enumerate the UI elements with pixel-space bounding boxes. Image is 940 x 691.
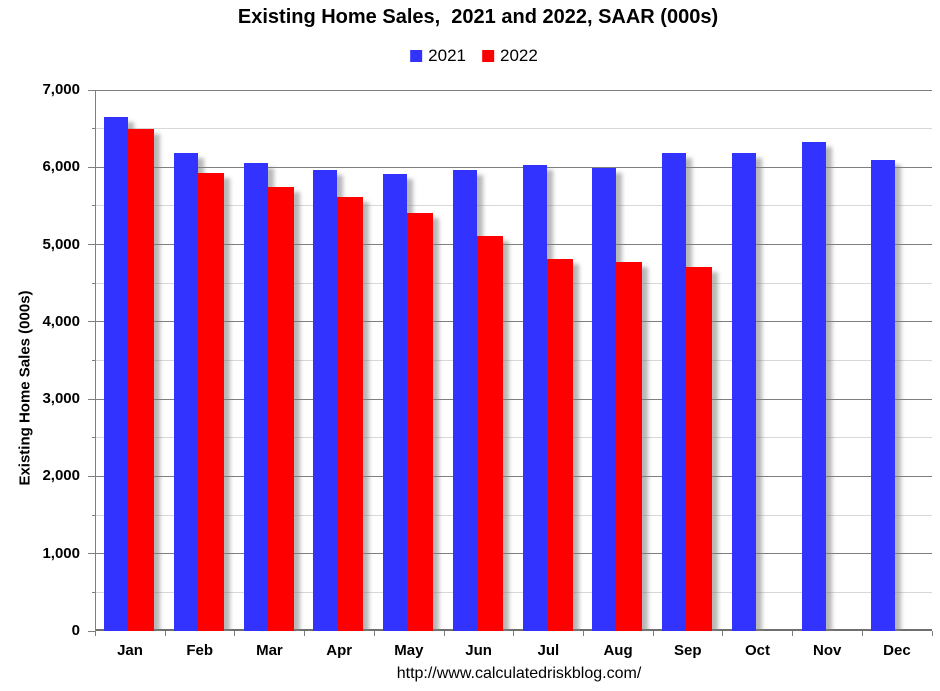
major-gridline bbox=[96, 90, 932, 91]
bar-2022-feb bbox=[198, 172, 225, 631]
bar-2022-jan bbox=[128, 129, 155, 631]
minor-gridline bbox=[96, 128, 932, 130]
major-gridline bbox=[96, 244, 932, 246]
x-axis-month-label: Jul bbox=[537, 642, 560, 659]
y-axis-minor-tick bbox=[92, 437, 96, 439]
major-gridline bbox=[96, 553, 932, 555]
minor-gridline bbox=[96, 282, 932, 284]
y-axis-minor-tick bbox=[92, 128, 96, 130]
minor-gridline bbox=[96, 591, 932, 593]
minor-gridline bbox=[96, 514, 932, 516]
y-axis-tick-label: 1,000 bbox=[42, 544, 80, 562]
x-axis-month-label: Oct bbox=[744, 642, 770, 659]
bar-2022-may bbox=[407, 212, 434, 631]
y-axis-major-tick bbox=[88, 398, 96, 400]
x-axis-tick bbox=[304, 631, 306, 636]
minor-gridline bbox=[96, 205, 932, 207]
y-axis-tick-label: 3,000 bbox=[42, 390, 80, 408]
x-axis-month-label: Sep bbox=[674, 642, 702, 659]
x-axis-month-label: Dec bbox=[883, 642, 911, 659]
bar-2021-jan bbox=[104, 117, 129, 631]
bar-2021-dec bbox=[871, 160, 896, 631]
x-axis-tick bbox=[722, 631, 724, 636]
legend-swatch-2021-icon bbox=[410, 50, 423, 62]
y-axis-major-tick bbox=[88, 630, 96, 632]
y-axis-major-tick bbox=[88, 475, 96, 477]
x-axis-month-label: Aug bbox=[603, 642, 633, 659]
x-axis-tick bbox=[164, 631, 166, 636]
y-axis-major-tick bbox=[88, 89, 96, 91]
bar-2022-jun bbox=[476, 236, 503, 631]
y-axis-major-tick bbox=[88, 166, 96, 168]
minor-gridline bbox=[96, 437, 932, 439]
y-axis-tick-label: 7,000 bbox=[42, 81, 80, 98]
y-axis-line bbox=[95, 90, 96, 636]
legend-label-2022: 2022 bbox=[500, 46, 538, 65]
x-axis-tick bbox=[792, 631, 794, 636]
x-axis-month-label: Nov bbox=[813, 642, 842, 659]
bar-2022-sep bbox=[686, 266, 713, 631]
bar-2021-jun bbox=[452, 170, 477, 631]
y-axis-tick-label: 0 bbox=[71, 622, 80, 639]
legend-item-2021: 2021 bbox=[410, 47, 466, 65]
x-axis-tick bbox=[652, 631, 654, 636]
x-axis-line bbox=[96, 629, 932, 631]
y-axis-tick-label: 5,000 bbox=[42, 235, 80, 253]
y-axis-major-tick bbox=[88, 244, 96, 246]
x-axis-tick bbox=[443, 631, 445, 636]
minor-gridline bbox=[96, 360, 932, 361]
legend: 2021 2022 bbox=[410, 47, 538, 65]
x-axis-month-label: Jun bbox=[465, 642, 492, 659]
y-axis-minor-tick bbox=[92, 591, 96, 593]
x-axis-tick bbox=[583, 631, 585, 636]
legend-item-2022: 2022 bbox=[482, 47, 538, 65]
x-axis-month-label: May bbox=[394, 642, 424, 659]
source-url: http://www.calculatedriskblog.com/ bbox=[396, 665, 642, 682]
y-axis-minor-tick bbox=[92, 514, 96, 516]
major-gridline bbox=[96, 166, 932, 168]
y-axis-tick-label: 6,000 bbox=[42, 158, 80, 176]
bar-2021-oct bbox=[731, 152, 756, 631]
x-axis-month-label: Jan bbox=[117, 642, 143, 659]
bar-2021-feb bbox=[174, 153, 199, 631]
y-axis-major-tick bbox=[88, 321, 96, 323]
x-axis-tick bbox=[931, 631, 933, 636]
chart-title: Existing Home Sales, 2021 and 2022, SAAR… bbox=[237, 6, 719, 28]
x-axis-month-label: Feb bbox=[186, 642, 214, 659]
x-axis-month-label: Mar bbox=[256, 642, 283, 659]
x-axis-tick bbox=[95, 631, 96, 636]
x-axis-month-label: Apr bbox=[326, 642, 353, 659]
bar-2022-jul bbox=[546, 259, 573, 631]
major-gridline bbox=[96, 475, 932, 477]
x-axis-tick bbox=[234, 631, 236, 636]
y-axis-minor-tick bbox=[92, 360, 96, 361]
y-axis-major-tick bbox=[88, 553, 96, 555]
y-axis-minor-tick bbox=[92, 205, 96, 207]
bar-2022-aug bbox=[616, 261, 643, 631]
x-axis-tick bbox=[861, 631, 863, 636]
bar-2022-apr bbox=[337, 197, 364, 631]
bar-2021-apr bbox=[313, 170, 338, 631]
y-axis-minor-tick bbox=[92, 282, 96, 284]
bar-2021-nov bbox=[801, 141, 826, 631]
y-axis-tick-label: 4,000 bbox=[42, 312, 80, 330]
major-gridline bbox=[96, 321, 932, 323]
legend-label-2021: 2021 bbox=[428, 46, 466, 65]
x-axis-tick bbox=[513, 631, 515, 636]
bar-2021-may bbox=[383, 174, 408, 631]
legend-swatch-2022-icon bbox=[482, 50, 494, 62]
bar-2021-sep bbox=[662, 153, 687, 631]
bar-2021-jul bbox=[522, 164, 547, 631]
plot-area bbox=[96, 90, 932, 631]
major-gridline bbox=[96, 398, 932, 400]
y-axis-tick-label: 2,000 bbox=[42, 467, 80, 485]
x-axis-tick bbox=[373, 631, 375, 636]
bar-2021-aug bbox=[592, 168, 617, 631]
bar-2022-mar bbox=[267, 186, 294, 631]
bar-2021-mar bbox=[243, 163, 268, 631]
